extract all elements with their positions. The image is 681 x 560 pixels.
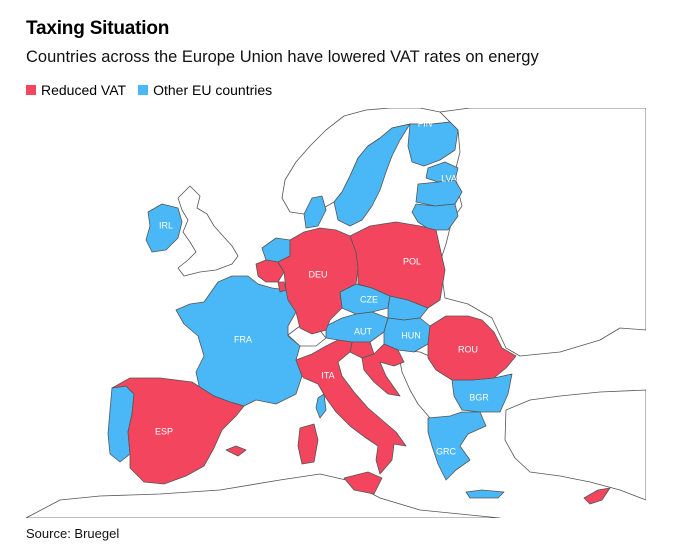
chart-subtitle: Countries across the Europe Union have l… xyxy=(26,48,539,66)
legend: Reduced VAT Other EU countries xyxy=(26,82,284,98)
region-turkey xyxy=(504,389,646,501)
label-aut: AUT xyxy=(354,326,373,336)
region-east xyxy=(439,108,646,357)
country-ltu xyxy=(411,203,459,231)
country-ita-sicily xyxy=(343,471,383,495)
label-rou: ROU xyxy=(458,344,478,354)
label-fra: FRA xyxy=(234,334,252,344)
region-north-africa xyxy=(26,473,501,518)
country-fin xyxy=(407,121,459,167)
country-lva xyxy=(415,179,463,207)
label-bgr: BGR xyxy=(469,392,489,402)
country-grc-crete xyxy=(465,489,505,499)
label-fin: FIN xyxy=(418,118,433,128)
country-ita xyxy=(295,339,407,475)
legend-item-other-eu: Other EU countries xyxy=(138,82,272,98)
country-rou xyxy=(427,315,517,381)
label-hun: HUN xyxy=(401,330,421,340)
country-cyp xyxy=(583,487,611,505)
label-ita: ITA xyxy=(321,370,334,380)
country-swe xyxy=(333,123,411,227)
legend-label-reduced-vat: Reduced VAT xyxy=(41,82,127,98)
country-hun xyxy=(383,317,431,353)
country-dnk xyxy=(303,195,327,229)
country-pol xyxy=(349,221,446,309)
label-deu: DEU xyxy=(308,269,327,279)
label-pol: POL xyxy=(403,256,421,266)
legend-swatch-reduced-vat xyxy=(26,85,36,95)
country-gbr xyxy=(177,185,239,277)
country-esp xyxy=(111,377,245,485)
legend-item-reduced-vat: Reduced VAT xyxy=(26,82,126,98)
country-ita-sardinia xyxy=(297,423,319,465)
label-swe: SWE xyxy=(352,128,373,138)
label-lva: LVA xyxy=(441,173,457,183)
country-irl xyxy=(145,203,183,253)
label-esp: ESP xyxy=(155,426,173,436)
europe-map: SWE FIN LVA IRL DEU POL CZE FRA AUT HUN … xyxy=(26,108,646,518)
source-note: Source: Bruegel xyxy=(26,526,120,541)
chart-title: Taxing Situation xyxy=(26,18,170,39)
country-grc xyxy=(427,411,487,481)
country-bel xyxy=(255,259,285,283)
country-hrv xyxy=(361,343,405,397)
country-fra-corsica xyxy=(315,393,327,419)
legend-label-other-eu: Other EU countries xyxy=(153,82,273,98)
label-irl: IRL xyxy=(159,220,173,230)
legend-swatch-other-eu xyxy=(138,85,149,95)
country-esp-balearic xyxy=(225,445,247,457)
label-grc: GRC xyxy=(436,446,457,456)
label-cze: CZE xyxy=(360,294,378,304)
country-deu xyxy=(277,227,359,335)
